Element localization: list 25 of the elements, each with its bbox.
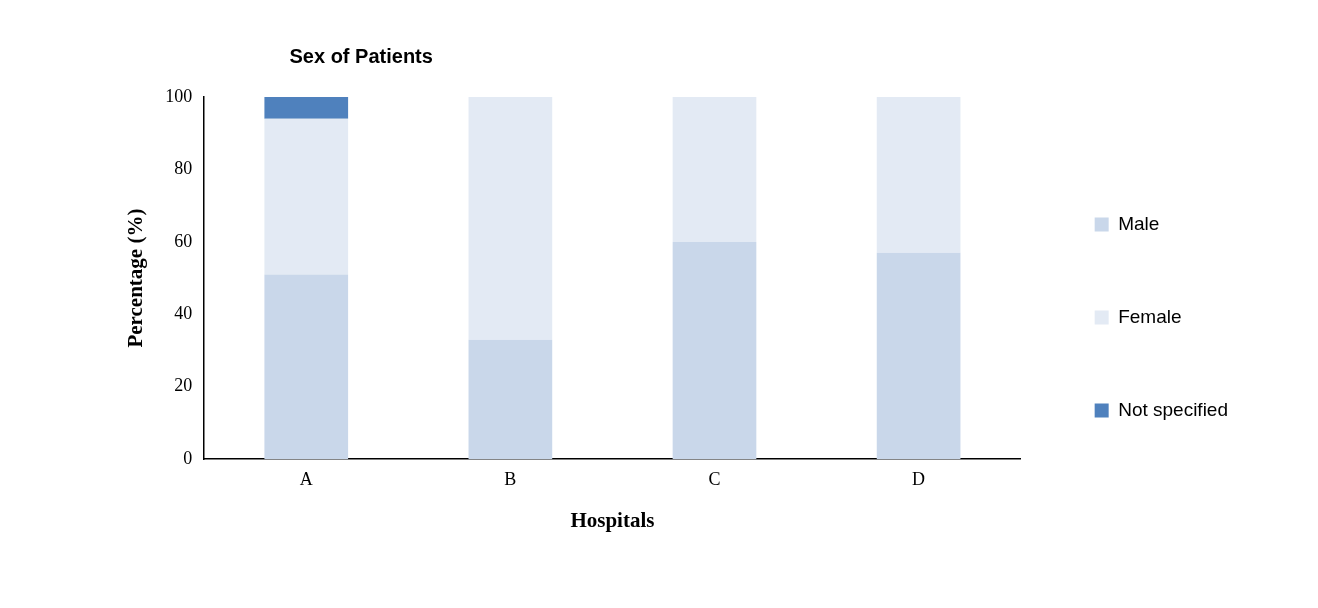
x-tick-label: C (708, 468, 721, 489)
bar (876, 252, 961, 460)
y-axis-title: Percentage (%) (123, 208, 148, 348)
bar (264, 118, 349, 275)
bar (468, 339, 553, 460)
legend-label: Female (1118, 305, 1182, 327)
x-axis-title: Hospitals (570, 507, 655, 532)
y-tick-label: 40 (174, 303, 193, 324)
bar (876, 97, 961, 253)
x-tick-label: A (299, 468, 313, 489)
bar (468, 97, 553, 340)
chart-title: Sex of Patients (289, 44, 433, 67)
y-tick-label: 80 (174, 158, 193, 179)
y-tick-label: 20 (174, 375, 193, 396)
legend-label: Not specified (1118, 398, 1229, 420)
bar (264, 274, 349, 460)
legend-label: Male (1118, 212, 1160, 234)
y-tick-label: 0 (183, 447, 193, 468)
bar (672, 241, 757, 460)
bar (672, 97, 757, 242)
x-tick-label: D (912, 468, 926, 489)
y-tick-label: 60 (174, 230, 193, 251)
y-tick-label: 100 (165, 85, 193, 106)
bar (264, 97, 349, 119)
x-tick-label: B (504, 468, 517, 489)
